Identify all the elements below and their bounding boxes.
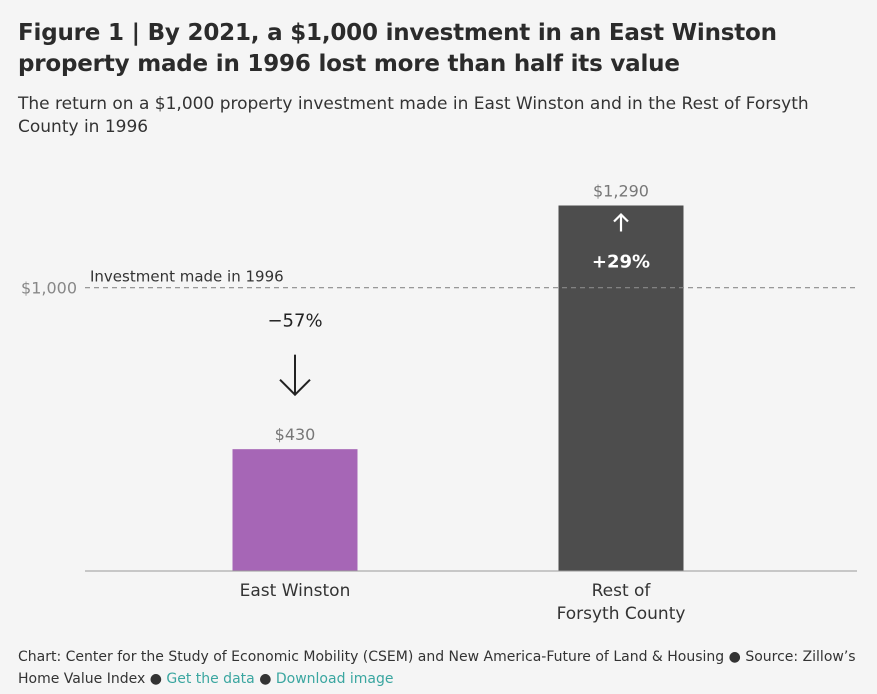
bar	[558, 205, 684, 571]
x-tick-label: Forsyth County	[557, 604, 686, 624]
chart-footer: Chart: Center for the Study of Economic …	[18, 646, 868, 690]
x-tick-label: East Winston	[240, 581, 351, 601]
x-tick-label: Rest of	[592, 581, 652, 601]
download-image-link[interactable]: Download image	[275, 671, 394, 687]
arrow-down-icon	[279, 378, 311, 397]
footer-bullet: ●	[259, 671, 272, 687]
footer-bullet: ●	[149, 671, 162, 687]
chart-subtitle: The return on a $1,000 property investme…	[18, 94, 809, 137]
arrow-up-icon	[613, 212, 629, 223]
change-label: −57%	[267, 311, 322, 332]
reference-line-label: Investment made in 1996	[90, 268, 284, 286]
footer-credit: Chart: Center for the Study of Economic …	[18, 649, 725, 665]
footer-source: Source: Zillow’s Home Value Index	[18, 649, 856, 687]
footer-bullet: ●	[728, 649, 741, 665]
data-label: $430	[275, 425, 316, 444]
get-the-data-link[interactable]: Get the data	[166, 671, 255, 687]
data-label: $1,290	[593, 182, 649, 201]
chart-title: Figure 1 | By 2021, a $1,000 investment …	[18, 20, 777, 77]
change-label: +29%	[592, 252, 650, 273]
y-tick-label: $1,000	[21, 279, 77, 298]
bar	[232, 449, 358, 571]
bar-chart: $1,000 Investment made in 1996 $430 $1,290 E…	[21, 182, 857, 624]
